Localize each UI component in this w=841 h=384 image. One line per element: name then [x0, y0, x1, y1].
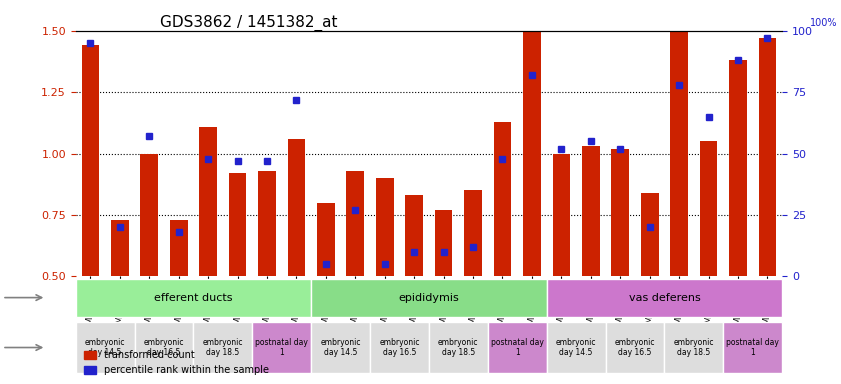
Bar: [140, 154, 158, 276]
FancyBboxPatch shape: [76, 279, 311, 316]
Legend: transformed count, percentile rank within the sample: transformed count, percentile rank withi…: [81, 346, 272, 379]
Bar: [82, 45, 99, 276]
Bar: [670, 1, 688, 276]
Text: embryonic
day 14.5: embryonic day 14.5: [556, 338, 596, 357]
Bar: [376, 178, 394, 276]
Text: postnatal day
1: postnatal day 1: [727, 338, 779, 357]
FancyBboxPatch shape: [311, 279, 547, 316]
Bar: [611, 149, 629, 276]
Bar: [199, 127, 217, 276]
FancyBboxPatch shape: [488, 321, 547, 373]
Bar: [435, 210, 452, 276]
Bar: [464, 190, 482, 276]
Text: embryonic
day 18.5: embryonic day 18.5: [203, 338, 243, 357]
Bar: [317, 203, 335, 276]
FancyBboxPatch shape: [723, 321, 782, 373]
Bar: [229, 173, 246, 276]
FancyBboxPatch shape: [311, 321, 370, 373]
Bar: [729, 60, 747, 276]
FancyBboxPatch shape: [606, 321, 664, 373]
Text: embryonic
day 16.5: embryonic day 16.5: [379, 338, 420, 357]
FancyBboxPatch shape: [76, 321, 135, 373]
Text: GDS3862 / 1451382_at: GDS3862 / 1451382_at: [161, 15, 338, 31]
Bar: [641, 193, 659, 276]
Bar: [759, 38, 776, 276]
Text: embryonic
day 16.5: embryonic day 16.5: [144, 338, 184, 357]
Bar: [346, 171, 364, 276]
Bar: [405, 195, 423, 276]
Bar: [170, 220, 188, 276]
Text: 100%: 100%: [811, 18, 838, 28]
FancyBboxPatch shape: [252, 321, 311, 373]
Text: embryonic
day 18.5: embryonic day 18.5: [674, 338, 714, 357]
Bar: [523, 1, 541, 276]
Bar: [582, 146, 600, 276]
FancyBboxPatch shape: [547, 279, 782, 316]
Text: embryonic
day 14.5: embryonic day 14.5: [320, 338, 361, 357]
Text: embryonic
day 14.5: embryonic day 14.5: [85, 338, 125, 357]
FancyBboxPatch shape: [547, 321, 606, 373]
Bar: [258, 171, 276, 276]
Bar: [111, 220, 129, 276]
Text: postnatal day
1: postnatal day 1: [256, 338, 308, 357]
Text: embryonic
day 18.5: embryonic day 18.5: [438, 338, 479, 357]
Text: vas deferens: vas deferens: [628, 293, 701, 303]
Text: embryonic
day 16.5: embryonic day 16.5: [615, 338, 655, 357]
FancyBboxPatch shape: [135, 321, 193, 373]
Bar: [494, 122, 511, 276]
FancyBboxPatch shape: [193, 321, 252, 373]
FancyBboxPatch shape: [429, 321, 488, 373]
Text: postnatal day
1: postnatal day 1: [491, 338, 543, 357]
Text: epididymis: epididymis: [399, 293, 459, 303]
Bar: [288, 139, 305, 276]
FancyBboxPatch shape: [664, 321, 723, 373]
Text: efferent ducts: efferent ducts: [154, 293, 233, 303]
Bar: [700, 141, 717, 276]
FancyBboxPatch shape: [370, 321, 429, 373]
Bar: [553, 154, 570, 276]
